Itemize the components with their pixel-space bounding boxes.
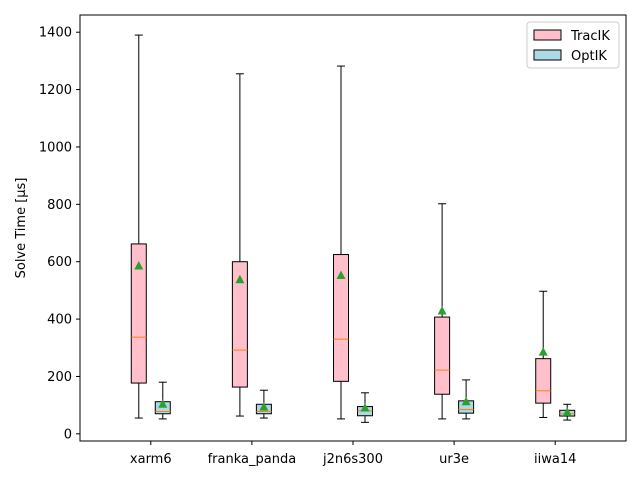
y-tick-label: 1200 bbox=[39, 83, 72, 98]
x-tick-label: franka_panda bbox=[208, 452, 297, 467]
x-tick-label: xarm6 bbox=[130, 452, 172, 467]
box-optik-franka_panda bbox=[255, 389, 272, 419]
box-tracik-iiwa14 bbox=[535, 290, 552, 418]
mean-marker bbox=[562, 407, 572, 416]
mean-marker bbox=[235, 274, 245, 284]
box-optik-ur3e bbox=[458, 379, 475, 420]
iqr-box bbox=[130, 243, 147, 384]
x-axis: xarm6 franka_panda j2n6s300 ur3e iiwa14 bbox=[130, 441, 576, 467]
y-axis-label: Solve Time [µs] bbox=[14, 178, 29, 279]
mean-marker bbox=[538, 347, 548, 356]
y-tick-label: 1400 bbox=[39, 26, 72, 41]
y-tick-label: 200 bbox=[47, 370, 72, 385]
mean-marker bbox=[336, 270, 346, 279]
boxes-layer bbox=[130, 34, 576, 423]
legend-swatch-tracik bbox=[533, 29, 562, 41]
y-tick-label: 400 bbox=[47, 313, 72, 328]
box-optik-j2n6s300 bbox=[357, 392, 373, 423]
x-tick-label: ur3e bbox=[439, 452, 469, 467]
y-tick-label: 600 bbox=[47, 255, 72, 270]
mean-marker bbox=[437, 306, 447, 315]
y-tick-label: 0 bbox=[64, 427, 72, 442]
plot-area bbox=[80, 15, 626, 441]
legend: TracIK OptIK bbox=[526, 21, 620, 69]
x-tick-label: iiwa14 bbox=[534, 452, 576, 467]
box-optik-xarm6 bbox=[154, 381, 171, 420]
box-tracik-ur3e bbox=[434, 203, 451, 420]
legend-label-optik: OptIK bbox=[571, 49, 607, 64]
box-tracik-franka_panda bbox=[231, 73, 248, 417]
x-tick-label: j2n6s300 bbox=[322, 452, 383, 467]
legend-label-tracik: TracIK bbox=[570, 29, 610, 44]
mean-marker bbox=[461, 396, 471, 406]
mean-marker bbox=[259, 402, 269, 411]
box-tracik-j2n6s300 bbox=[333, 65, 349, 420]
iqr-box bbox=[333, 254, 349, 382]
y-tick-label: 800 bbox=[47, 198, 72, 213]
mean-marker bbox=[134, 261, 144, 270]
iqr-box bbox=[535, 358, 552, 404]
iqr-box bbox=[231, 261, 248, 388]
plot-frame bbox=[79, 14, 627, 442]
mean-marker bbox=[360, 403, 370, 412]
iqr-box bbox=[434, 316, 451, 395]
legend-swatch-optik bbox=[533, 49, 562, 61]
mean-marker bbox=[158, 399, 168, 408]
box-tracik-xarm6 bbox=[130, 34, 147, 419]
box-optik-iiwa14 bbox=[559, 403, 576, 421]
y-axis: 0 200 400 600 800 1000 1200 1400 bbox=[39, 26, 80, 442]
y-tick-label: 1000 bbox=[39, 140, 72, 155]
